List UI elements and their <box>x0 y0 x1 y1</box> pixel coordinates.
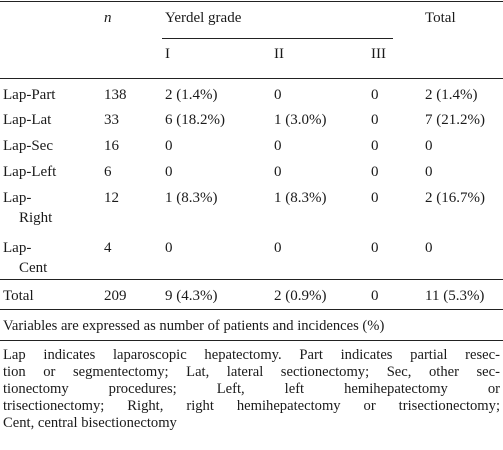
header-grade-3: III <box>371 46 386 62</box>
cell-n: 12 <box>104 190 119 206</box>
header-grade-1: I <box>165 46 170 62</box>
row-label: Lap- <box>3 190 32 206</box>
cell-g3: 0 <box>371 240 379 256</box>
footnote-line: Lap indicates laparoscopic hepatectomy. … <box>3 347 500 363</box>
cell-g2: 1 (3.0%) <box>274 112 327 128</box>
cell-g2: 0 <box>274 87 282 103</box>
cell-g2: 0 <box>274 138 282 154</box>
row-label: Total <box>3 288 34 304</box>
table-top-rule <box>0 1 503 2</box>
footnote-line: trisectionectomy; Right, right hemihepat… <box>3 398 500 414</box>
footnote-line: Cent, central bisectionectomy <box>3 415 177 431</box>
yerdel-underline-rule <box>162 38 393 39</box>
cell-total: 0 <box>425 240 433 256</box>
row-label: Cent <box>19 260 48 276</box>
cell-total: 0 <box>425 138 433 154</box>
cell-g1: 6 (18.2%) <box>165 112 225 128</box>
row-label: Lap-Part <box>3 87 56 103</box>
row-label: Lap-Left <box>3 164 57 180</box>
cell-n: 4 <box>104 240 112 256</box>
cell-total: 7 (21.2%) <box>425 112 485 128</box>
footnote-variables: Variables are expressed as number of pat… <box>3 318 385 334</box>
cell-g1: 2 (1.4%) <box>165 87 218 103</box>
cell-total: 2 (1.4%) <box>425 87 478 103</box>
cell-g1: 1 (8.3%) <box>165 190 218 206</box>
cell-g3: 0 <box>371 138 379 154</box>
cell-g2: 0 <box>274 240 282 256</box>
row-label: Lap-Lat <box>3 112 52 128</box>
cell-g1: 0 <box>165 138 173 154</box>
footnote-abbreviations: Lap indicates laparoscopic hepatectomy. … <box>3 347 500 432</box>
header-grade-2: II <box>274 46 284 62</box>
footnote-divider-rule <box>0 340 503 341</box>
table-bottom-rule <box>0 309 503 310</box>
cell-n: 16 <box>104 138 119 154</box>
footnote-line: tion or segmentectomy; Lat, lateral sect… <box>3 364 500 380</box>
row-label: Lap-Sec <box>3 138 53 154</box>
cell-g3: 0 <box>371 112 379 128</box>
header-n: n <box>104 10 112 26</box>
cell-n: 138 <box>104 87 127 103</box>
cell-g1: 0 <box>165 240 173 256</box>
cell-g3: 0 <box>371 164 379 180</box>
cell-g3: 0 <box>371 87 379 103</box>
cell-total: 11 (5.3%) <box>425 288 485 304</box>
row-label: Right <box>19 210 53 226</box>
cell-g2: 1 (8.3%) <box>274 190 327 206</box>
header-total: Total <box>425 10 456 26</box>
cell-n: 6 <box>104 164 112 180</box>
total-row-rule <box>0 279 503 280</box>
cell-g3: 0 <box>371 288 379 304</box>
row-label: Lap- <box>3 240 32 256</box>
cell-total: 0 <box>425 164 433 180</box>
header-bottom-rule <box>0 78 503 79</box>
cell-g1: 0 <box>165 164 173 180</box>
header-yerdel-grade: Yerdel grade <box>165 10 242 26</box>
cell-g3: 0 <box>371 190 379 206</box>
footnote-line: tionectomy procedures; Left, left hemihe… <box>3 381 500 397</box>
cell-g2: 0 <box>274 164 282 180</box>
cell-total: 2 (16.7%) <box>425 190 485 206</box>
cell-g2: 2 (0.9%) <box>274 288 327 304</box>
cell-g1: 9 (4.3%) <box>165 288 218 304</box>
cell-n: 209 <box>104 288 127 304</box>
cell-n: 33 <box>104 112 119 128</box>
